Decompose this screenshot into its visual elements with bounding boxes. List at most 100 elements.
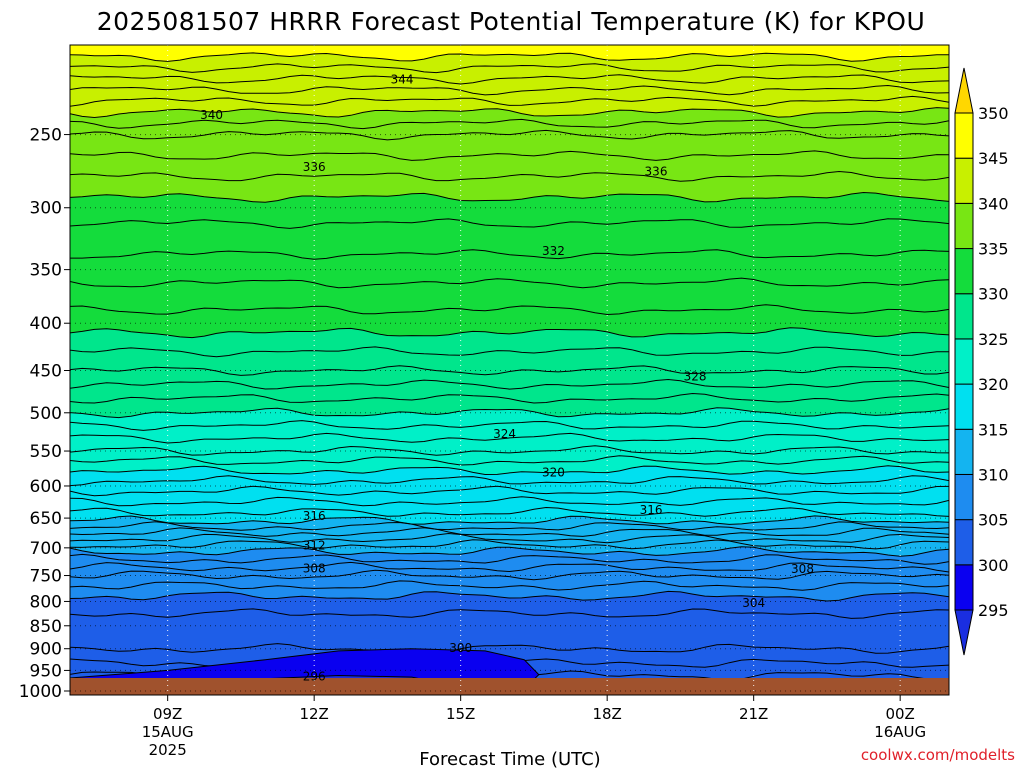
contour-335	[70, 191, 949, 203]
contour-label-300: 300	[449, 641, 472, 655]
colorbar-segment-335	[954, 202, 974, 250]
contour-label-308: 308	[303, 562, 326, 576]
y-tick-label-650: 650	[30, 509, 62, 529]
colorbar-label-300: 300	[978, 556, 1009, 575]
colorbar-label-325: 325	[978, 330, 1009, 349]
contour-label-336: 336	[645, 164, 668, 178]
contour-324	[70, 420, 949, 431]
contour-label-340: 340	[200, 108, 223, 122]
contour-306	[70, 580, 949, 591]
contour-312	[70, 532, 949, 544]
contour-313	[70, 527, 949, 537]
colorbar-segment-340	[954, 157, 974, 204]
y-tick-label-600: 600	[30, 477, 62, 497]
colorbar: 295 300 305 310 315 320 325 330 335 340 345 350	[954, 67, 1009, 656]
contour-323	[70, 432, 949, 444]
y-axis-ticks: 250 300 350 400 450 500 550 600 650 700 750 800 850 9…	[19, 126, 70, 702]
contour-331	[70, 304, 949, 316]
contour-label-304: 304	[742, 596, 765, 610]
contour-319	[70, 475, 949, 487]
contour-308	[70, 561, 949, 573]
y-tick-label-800: 800	[30, 592, 62, 612]
contour-345	[70, 52, 949, 62]
colorbar-label-350: 350	[978, 104, 1009, 123]
contour-317	[70, 496, 949, 507]
contour-label-328: 328	[684, 370, 707, 384]
contour-330	[70, 327, 949, 339]
colorbar-label-345: 345	[978, 149, 1009, 168]
theta-color-bands	[70, 45, 949, 705]
contour-label-320: 320	[542, 465, 565, 479]
y-tick-label-300: 300	[30, 199, 62, 219]
y-tick-label-850: 850	[30, 617, 62, 637]
contour-315	[70, 515, 949, 525]
colorbar-label-335: 335	[978, 240, 1009, 259]
x-tick-date-00Z: 16AUG	[874, 723, 926, 741]
x-tick-label-09Z: 09Z	[153, 705, 182, 723]
contour-332	[70, 277, 949, 289]
x-axis-title: Forecast Time (UTC)	[419, 749, 600, 768]
band-295	[70, 700, 949, 705]
contour-303	[70, 643, 949, 654]
contour-341	[70, 95, 949, 107]
contour-307	[70, 569, 949, 581]
contour-311	[70, 539, 949, 550]
colorbar-label-340: 340	[978, 194, 1009, 213]
colorbar-segment-320	[954, 338, 974, 385]
x-tick-date-09Z: 15AUG	[142, 723, 194, 741]
contour-label-296: 296	[303, 670, 326, 684]
credit-text: coolwx.com/modelts	[861, 746, 1015, 764]
x-tick-label-18Z: 18Z	[592, 705, 621, 723]
colorbar-segment-325	[954, 293, 974, 340]
colorbar-label-320: 320	[978, 375, 1009, 394]
contour-342	[70, 84, 949, 96]
x-tick-label-15Z: 15Z	[446, 705, 475, 723]
colorbar-segment-300	[954, 519, 974, 566]
colorbar-segment-310	[954, 428, 974, 475]
ground-surface	[70, 678, 949, 695]
contour-327	[70, 378, 949, 390]
y-tick-label-500: 500	[30, 404, 62, 424]
y-tick-label-700: 700	[30, 539, 62, 559]
x-tick-label-12Z: 12Z	[299, 705, 328, 723]
y-tick-label-400: 400	[30, 314, 62, 334]
x-tick-label-00Z: 00Z	[885, 705, 914, 723]
contour-334	[70, 218, 949, 229]
contour-label-332: 332	[542, 244, 565, 258]
contour-321	[70, 455, 949, 466]
y-tick-label-1000: 1000	[19, 682, 62, 702]
colorbar-segment-330	[954, 248, 974, 295]
y-tick-label-900: 900	[30, 640, 62, 660]
contour-310	[70, 546, 949, 557]
y-tick-label-450: 450	[30, 361, 62, 381]
colorbar-segment-295	[954, 564, 974, 611]
colorbar-label-315: 315	[978, 420, 1009, 439]
colorbar-segment-305	[954, 473, 974, 521]
contour-336	[70, 170, 949, 182]
contour-label-308: 308	[791, 562, 814, 576]
contour-339	[70, 118, 949, 130]
contour-label-344: 344	[391, 73, 414, 87]
y-tick-label-550: 550	[30, 442, 62, 462]
contour-309	[70, 553, 949, 565]
contour-329	[70, 346, 949, 358]
colorbar-extend-low	[954, 609, 974, 656]
contour-343	[70, 74, 949, 85]
y-tick-label-950: 950	[30, 661, 62, 681]
y-tick-label-250: 250	[30, 126, 62, 146]
contour-328	[70, 365, 949, 376]
contour-326	[70, 392, 949, 404]
chart-title: 2025081507 HRRR Forecast Potential Tempe…	[97, 7, 926, 36]
contour-labels: 344 340 336 336 332 328 324 320 316 316 312 308 308 3…	[200, 73, 814, 684]
contour-333	[70, 249, 949, 260]
grid-lines	[70, 45, 949, 695]
colorbar-segment-315	[954, 383, 974, 430]
y-tick-label-750: 750	[30, 567, 62, 587]
contour-344	[70, 63, 949, 74]
contour-316	[70, 506, 949, 517]
colorbar-label-305: 305	[978, 511, 1009, 530]
contour-314	[70, 521, 949, 531]
contour-label-324: 324	[493, 427, 516, 441]
